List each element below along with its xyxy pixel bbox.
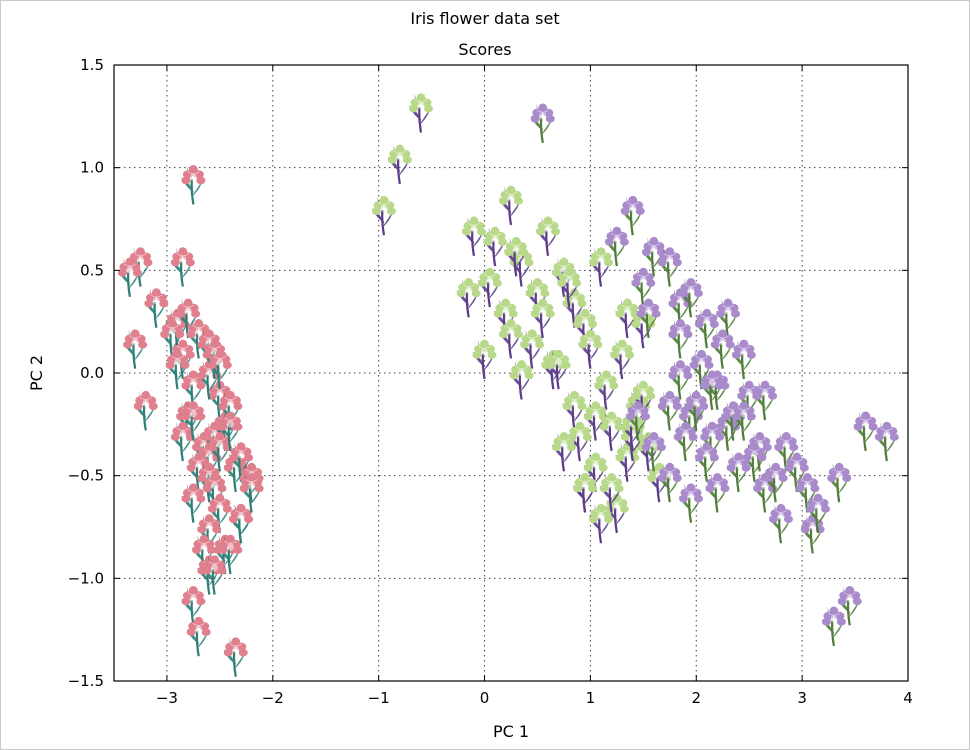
green-iris-icon bbox=[472, 339, 497, 380]
x-tick-label: −1 bbox=[368, 689, 390, 707]
green-iris-icon bbox=[482, 226, 508, 267]
chart-subtitle: Scores bbox=[458, 40, 511, 59]
y-tick-label: 1.0 bbox=[80, 159, 104, 177]
chart-title: Iris flower data set bbox=[410, 9, 559, 28]
green-iris-icon bbox=[509, 359, 534, 400]
green-iris-icon bbox=[387, 144, 413, 185]
purple-iris-icon bbox=[705, 472, 730, 513]
green-iris-icon bbox=[456, 277, 482, 318]
x-tick-label: −3 bbox=[156, 689, 178, 707]
y-tick-label: −1.5 bbox=[68, 672, 104, 690]
series-2-points bbox=[530, 103, 900, 647]
y-tick-label: −0.5 bbox=[68, 467, 104, 485]
x-tick-label: 3 bbox=[797, 689, 807, 707]
green-iris-icon bbox=[477, 267, 503, 308]
purple-iris-icon bbox=[710, 328, 736, 370]
green-iris-icon bbox=[371, 195, 397, 236]
purple-iris-icon bbox=[821, 606, 847, 647]
pink-iris-icon bbox=[181, 164, 206, 205]
purple-iris-icon bbox=[874, 421, 900, 462]
x-tick-label: −2 bbox=[262, 689, 284, 707]
y-tick-label: 0.0 bbox=[80, 364, 104, 382]
pink-iris-icon bbox=[223, 636, 249, 678]
purple-iris-icon bbox=[530, 103, 556, 144]
pink-iris-icon bbox=[122, 328, 148, 370]
purple-iris-icon bbox=[678, 482, 704, 524]
pink-iris-icon bbox=[181, 482, 206, 524]
purple-iris-icon bbox=[620, 195, 646, 236]
axis-ticks: −3 −2 −1 0 1 2 3 4 −1.5 −1.0 −0.5 0.0 0.5 1.0 1.5 bbox=[68, 56, 913, 707]
purple-iris-icon bbox=[731, 339, 757, 380]
pink-iris-icon bbox=[133, 390, 159, 431]
pink-iris-icon bbox=[143, 287, 169, 329]
y-tick-label: 0.5 bbox=[80, 261, 104, 279]
x-tick-label: 2 bbox=[691, 689, 701, 707]
green-iris-icon bbox=[588, 246, 614, 287]
green-iris-icon bbox=[461, 216, 487, 257]
scatter-points bbox=[117, 92, 900, 678]
y-axis-label: PC 2 bbox=[27, 355, 46, 391]
series-0-points bbox=[117, 164, 265, 678]
green-iris-icon bbox=[609, 339, 635, 380]
green-iris-icon bbox=[578, 328, 603, 370]
y-tick-label: 1.5 bbox=[80, 56, 104, 74]
purple-iris-icon bbox=[768, 503, 794, 544]
y-tick-label: −1.0 bbox=[68, 569, 104, 587]
green-iris-icon bbox=[408, 92, 434, 133]
purple-iris-icon bbox=[668, 318, 693, 359]
x-axis-label: PC 1 bbox=[493, 722, 529, 741]
green-iris-icon bbox=[498, 318, 524, 359]
purple-iris-icon bbox=[853, 411, 879, 452]
x-tick-label: 4 bbox=[903, 689, 913, 707]
green-iris-icon bbox=[498, 185, 524, 226]
pink-iris-icon bbox=[186, 616, 212, 657]
series-1-points bbox=[371, 92, 672, 544]
purple-iris-icon bbox=[657, 390, 683, 431]
x-tick-label: 0 bbox=[480, 689, 490, 707]
x-tick-label: 1 bbox=[586, 689, 596, 707]
green-iris-icon bbox=[535, 216, 561, 257]
purple-iris-icon bbox=[826, 462, 852, 503]
pink-iris-icon bbox=[170, 246, 196, 287]
